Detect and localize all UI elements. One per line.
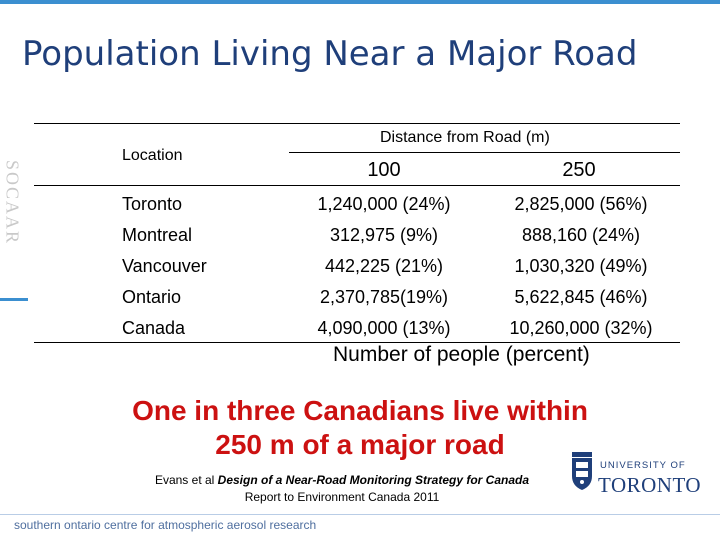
headline: One in three Canadians live within 250 m… xyxy=(60,394,660,462)
table-cell-250m: 1,030,320 (49%) xyxy=(514,256,648,276)
table-cell-250m: 10,260,000 (32%) xyxy=(509,318,653,338)
table-cell-250m: 2,825,000 (56%) xyxy=(514,194,648,214)
table-cell-100m: 1,240,000 (24%) xyxy=(317,194,451,214)
header-250m: 250 xyxy=(562,159,596,181)
table-row-location: Ontario xyxy=(122,287,182,307)
footer-text: southern ontario centre for atmospheric … xyxy=(14,518,317,532)
logo-top-text: UNIVERSITY OF xyxy=(600,460,686,471)
footer-rule xyxy=(0,514,720,515)
university-of-toronto-logo: UNIVERSITY OF TORONTO xyxy=(572,452,701,497)
side-accent-line xyxy=(0,298,28,301)
table-row-location: Vancouver xyxy=(122,256,207,276)
headline-line-1: One in three Canadians live within xyxy=(132,395,588,426)
citation-line-1: Evans et al Design of a Near-Road Monito… xyxy=(92,472,592,489)
table-caption: Number of people (percent) xyxy=(333,343,590,366)
table-rule-header xyxy=(34,185,680,186)
table-row-location: Montreal xyxy=(122,225,193,245)
table-cell-100m: 442,225 (21%) xyxy=(324,256,444,276)
table-cell-100m: 2,370,785(19%) xyxy=(319,287,449,307)
table-row-location: Toronto xyxy=(122,194,183,214)
table-cell-250m: 5,622,845 (46%) xyxy=(514,287,648,307)
table-cell-100m: 312,975 (9%) xyxy=(329,225,439,245)
table-rule-top xyxy=(34,123,680,124)
headline-line-2: 250 m of a major road xyxy=(215,429,505,460)
header-distance: Distance from Road (m) xyxy=(380,129,550,146)
table-rule-bottom xyxy=(34,342,680,343)
side-brand-text: SOCAAR xyxy=(2,159,23,246)
header-100m: 100 xyxy=(367,159,401,181)
logo-bottom-text: TORONTO xyxy=(598,473,701,497)
citation: Evans et al Design of a Near-Road Monito… xyxy=(92,472,592,506)
citation-authors: Evans et al xyxy=(154,473,218,487)
header-location: Location xyxy=(122,147,183,164)
top-accent-bar xyxy=(0,0,720,4)
table-cell-100m: 4,090,000 (13%) xyxy=(317,318,451,338)
table-rule-middle xyxy=(289,152,680,153)
slide-title: Population Living Near a Major Road xyxy=(22,34,638,74)
citation-report-title: Design of a Near-Road Monitoring Strateg… xyxy=(217,473,530,487)
table-row-location: Canada xyxy=(122,318,186,338)
citation-line-2: Report to Environment Canada 2011 xyxy=(244,490,440,504)
crest-icon xyxy=(572,452,592,490)
table-cell-250m: 888,160 (24%) xyxy=(521,225,641,245)
